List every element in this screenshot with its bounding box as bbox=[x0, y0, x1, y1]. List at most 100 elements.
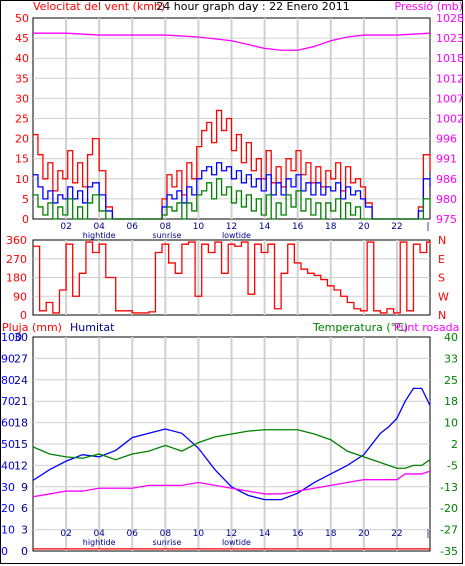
humidity-y-tick: 20 bbox=[1, 502, 15, 515]
x-tick-label: 14 bbox=[259, 529, 271, 539]
humidity-y-tick: 90 bbox=[1, 352, 15, 365]
temp-y-tick: 25 bbox=[444, 374, 458, 387]
wind-ylabel: Velocitat del vent (kmh) bbox=[33, 0, 165, 13]
direction-y-tick: 180 bbox=[6, 272, 27, 285]
wind-series-0 bbox=[33, 32, 431, 51]
pressure-y-tick: 996 bbox=[436, 133, 457, 146]
x-tick-label: 14 bbox=[259, 222, 271, 232]
wind-y-tick: 20 bbox=[15, 133, 29, 146]
wind-y-tick: 10 bbox=[15, 173, 29, 186]
wind-y-tick: 0 bbox=[22, 213, 29, 226]
direction-compass-label: E bbox=[438, 253, 445, 266]
temp-y-tick: -35 bbox=[440, 545, 458, 558]
x-tick-label: 04 bbox=[93, 529, 105, 539]
direction-y-tick: 270 bbox=[6, 253, 27, 266]
chart-title: 24 hour graph day : 22 Enero 2011 bbox=[156, 0, 350, 13]
pressure-y-tick: 1007 bbox=[436, 92, 464, 105]
x-annotation: sunrise bbox=[153, 231, 182, 240]
x-annotation: hightide bbox=[83, 231, 116, 240]
x-tick-label: 22 bbox=[391, 222, 402, 232]
wind-y-tick: 45 bbox=[15, 32, 29, 45]
x-tick-label: 06 bbox=[127, 529, 139, 539]
x-tick-end: | bbox=[426, 222, 429, 232]
x-tick-label: 02 bbox=[60, 222, 71, 232]
x-tick-label: 22 bbox=[391, 529, 402, 539]
wind-y-tick: 35 bbox=[15, 72, 29, 85]
pressure-y-tick: 1018 bbox=[436, 52, 464, 65]
pressure-y-tick: 991 bbox=[436, 153, 457, 166]
x-tick-label: 18 bbox=[325, 222, 337, 232]
humidity-ylabel: Humitat bbox=[70, 321, 115, 334]
pressure-y-tick: 1028 bbox=[436, 12, 464, 25]
humidity-y-tick: 70 bbox=[1, 395, 15, 408]
rain-y-tick: 18 bbox=[14, 417, 28, 430]
climate-series-2 bbox=[32, 429, 431, 469]
wind-series-1 bbox=[33, 109, 431, 220]
humidity-y-tick: 30 bbox=[1, 481, 15, 494]
x-tick-label: 08 bbox=[160, 529, 172, 539]
climate-series-1 bbox=[32, 387, 431, 501]
wind-y-tick: 50 bbox=[15, 12, 29, 25]
wind-series-3 bbox=[33, 178, 431, 220]
x-tick-label: 12 bbox=[226, 529, 237, 539]
wind-y-tick: 40 bbox=[15, 52, 29, 65]
direction-y-tick: 360 bbox=[6, 234, 27, 247]
direction-y-tick: 90 bbox=[13, 290, 27, 303]
x-tick-label: 04 bbox=[93, 222, 105, 232]
x-tick-label: 18 bbox=[325, 529, 337, 539]
rain-y-tick: 27 bbox=[14, 352, 28, 365]
temp-y-tick: -27 bbox=[440, 524, 458, 537]
wind-y-tick: 25 bbox=[15, 113, 29, 126]
direction-compass-label: N bbox=[438, 234, 446, 247]
humidity-y-tick: 60 bbox=[1, 417, 15, 430]
humidity-y-tick: 0 bbox=[1, 545, 8, 558]
wind-y-tick: 30 bbox=[15, 92, 29, 105]
x-tick-label: 06 bbox=[127, 222, 139, 232]
direction-compass-label: S bbox=[438, 272, 445, 285]
rain-y-tick: 9 bbox=[21, 481, 28, 494]
x-tick-label: 02 bbox=[60, 529, 71, 539]
temp-y-tick: 40 bbox=[444, 331, 458, 344]
rain-y-tick: 24 bbox=[14, 374, 28, 387]
temp-y-tick: -20 bbox=[440, 502, 458, 515]
temp-y-tick: 33 bbox=[444, 352, 458, 365]
rain-ylabel: Pluja (mm) bbox=[2, 321, 62, 334]
humidity-y-tick: 80 bbox=[1, 374, 15, 387]
rain-y-tick: 30 bbox=[14, 331, 28, 344]
humidity-y-tick: 100 bbox=[1, 331, 22, 344]
wind-y-tick: 15 bbox=[15, 153, 29, 166]
humidity-y-tick: 10 bbox=[1, 524, 15, 537]
x-annotation: lowtide bbox=[222, 231, 251, 240]
pressure-y-tick: 1002 bbox=[436, 113, 464, 126]
x-tick-label: 10 bbox=[193, 222, 205, 232]
rain-y-tick: 6 bbox=[21, 502, 28, 515]
x-tick-label: 12 bbox=[226, 222, 237, 232]
x-tick-label: 08 bbox=[160, 222, 172, 232]
x-annotation: hightide bbox=[83, 538, 116, 547]
pressure-ylabel: Pressió (mb) bbox=[394, 0, 463, 13]
pressure-y-tick: 1023 bbox=[436, 32, 464, 45]
rain-y-tick: 15 bbox=[14, 438, 28, 451]
pressure-y-tick: 975 bbox=[436, 213, 457, 226]
rain-y-tick: 12 bbox=[14, 459, 28, 472]
wind-y-tick: 5 bbox=[22, 193, 29, 206]
humidity-y-tick: 40 bbox=[1, 459, 15, 472]
temp-y-tick: 2 bbox=[451, 438, 458, 451]
humidity-y-tick: 50 bbox=[1, 438, 15, 451]
x-annotation: sunrise bbox=[153, 538, 182, 547]
x-tick-label: 16 bbox=[292, 529, 304, 539]
rain-y-tick: 21 bbox=[14, 395, 28, 408]
temp-y-tick: 10 bbox=[444, 417, 458, 430]
wind-series-2 bbox=[33, 162, 431, 220]
x-tick-end: | bbox=[426, 529, 429, 539]
temp-y-tick: 18 bbox=[444, 395, 458, 408]
temperature-ylabel: Temperatura (°C) bbox=[312, 321, 408, 334]
rain-y-tick: 0 bbox=[21, 545, 28, 558]
x-tick-label: 10 bbox=[193, 529, 205, 539]
direction-compass-label: N bbox=[438, 309, 446, 322]
temp-y-tick: -5 bbox=[447, 459, 458, 472]
pressure-y-tick: 986 bbox=[436, 173, 457, 186]
pressure-y-tick: 1012 bbox=[436, 72, 464, 85]
